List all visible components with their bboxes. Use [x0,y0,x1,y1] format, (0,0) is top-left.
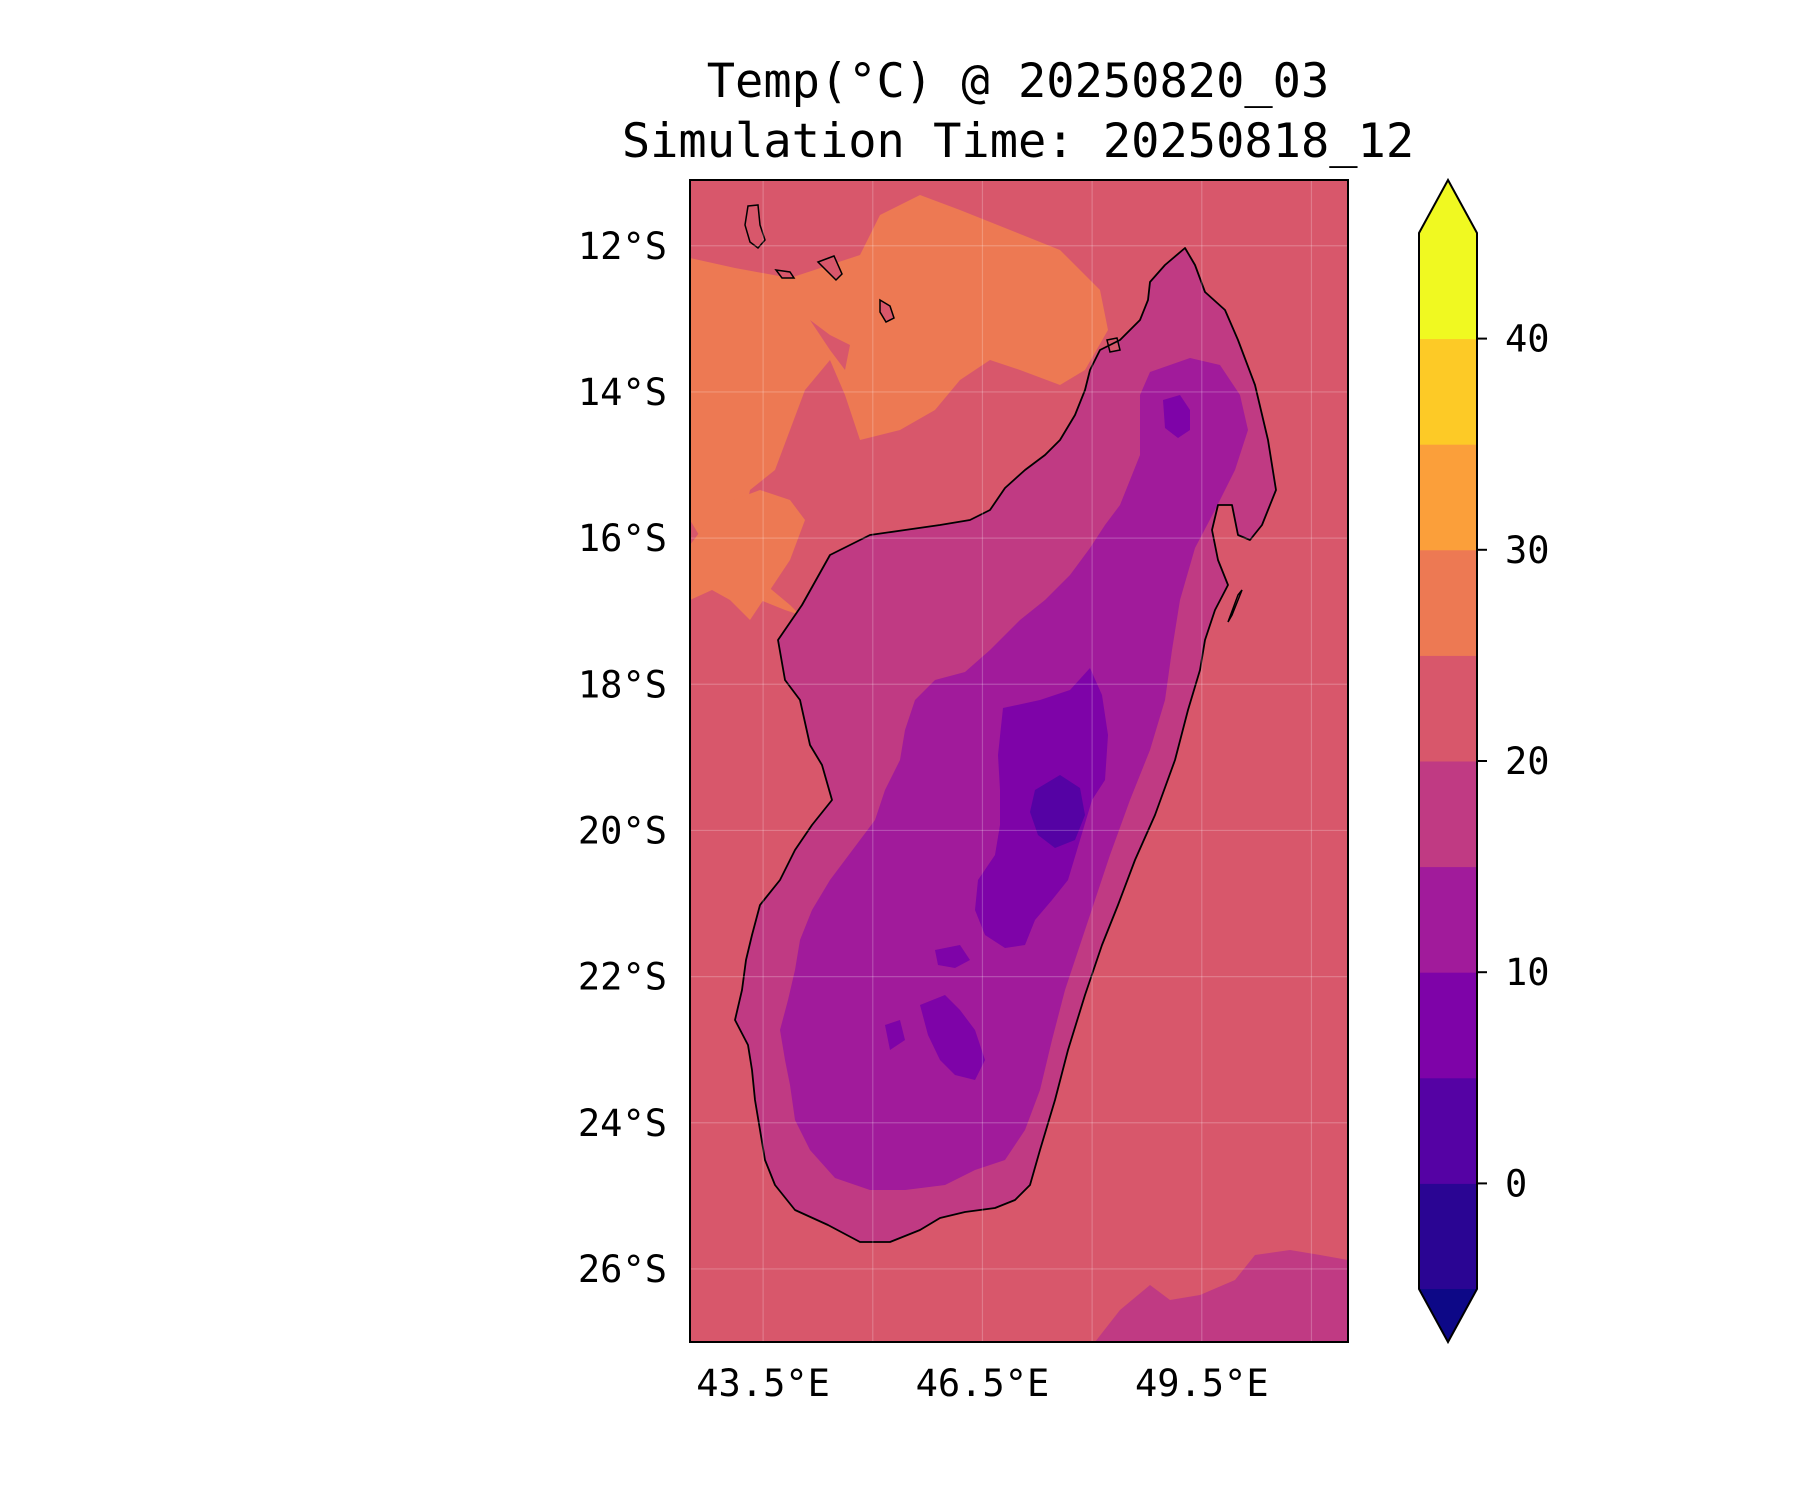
colorbar-segment [1419,233,1477,340]
island-anjouan [816,255,843,282]
colorbar-outline [1418,177,1478,1345]
warm-band-north [690,195,1108,615]
land-0-5 [1030,775,1085,848]
colorbar-segment [1419,972,1477,1079]
colorbar-segment [1419,761,1477,868]
lat-tick-label: 14°S [578,371,667,414]
lon-tick-label: 46.5°E [916,1362,1050,1405]
land-5-10-south-3 [885,1020,905,1050]
colorbar-extend-min [1419,1289,1477,1342]
map-panel [690,180,1348,1342]
madagascar-coastline [734,247,1277,1243]
warm-patch-se [690,640,700,650]
colorbar-segment [1419,655,1477,762]
island-mayotte [879,298,895,323]
lon-tick-label: 49.5°E [1135,1362,1269,1405]
colorbar-segment [1419,549,1477,656]
colorbar-segment [1419,1183,1477,1290]
cool-patch-south-ocean [1095,1250,1348,1342]
colorbar-extend-max [1419,180,1477,233]
land-5-10-north [1163,395,1190,438]
title-line-1: Temp(°C) @ 20250820_03 [707,54,1330,109]
colorbar-segment [1419,1077,1477,1184]
island-moheli [774,269,796,279]
colorbar-segment [1419,444,1477,551]
colorbar-segment [1419,866,1477,973]
map-frame [689,179,1349,1343]
lat-tick-label: 12°S [578,225,667,268]
colorbar-tick-label: 30 [1505,529,1550,572]
lat-tick-label: 26°S [578,1248,667,1291]
lon-tick-label: 43.5°E [696,1362,830,1405]
lat-tick-label: 22°S [578,956,667,999]
lat-tick-label: 16°S [578,517,667,560]
gridlines [690,180,1348,1342]
longitude-labels: 43.5°E 46.5°E 49.5°E [696,1362,1268,1405]
title-line-2: Simulation Time: 20250818_12 [622,114,1414,169]
colorbar-tick-label: 0 [1505,1162,1527,1205]
colorbar: 0 10 20 30 40 [1418,177,1550,1345]
colorbar-tick-label: 40 [1505,318,1550,361]
lat-tick-label: 20°S [578,809,667,852]
lat-tick-label: 24°S [578,1102,667,1145]
colorbar-tick-label: 10 [1505,951,1550,994]
sainte-marie-island [1227,589,1243,623]
warm-band-cut [810,320,850,370]
island-grande-comore [744,204,766,250]
colorbar-tick-label: 20 [1505,740,1550,783]
colorbar-segment [1419,338,1477,445]
land-5-10-south-1 [920,995,985,1080]
lat-tick-label: 18°S [578,663,667,706]
latitude-labels: 12°S 14°S 16°S 18°S 20°S 22°S 24°S 26°S [578,225,667,1291]
warm-patch-sw [690,490,805,620]
land-5-10-south-2 [935,945,970,968]
